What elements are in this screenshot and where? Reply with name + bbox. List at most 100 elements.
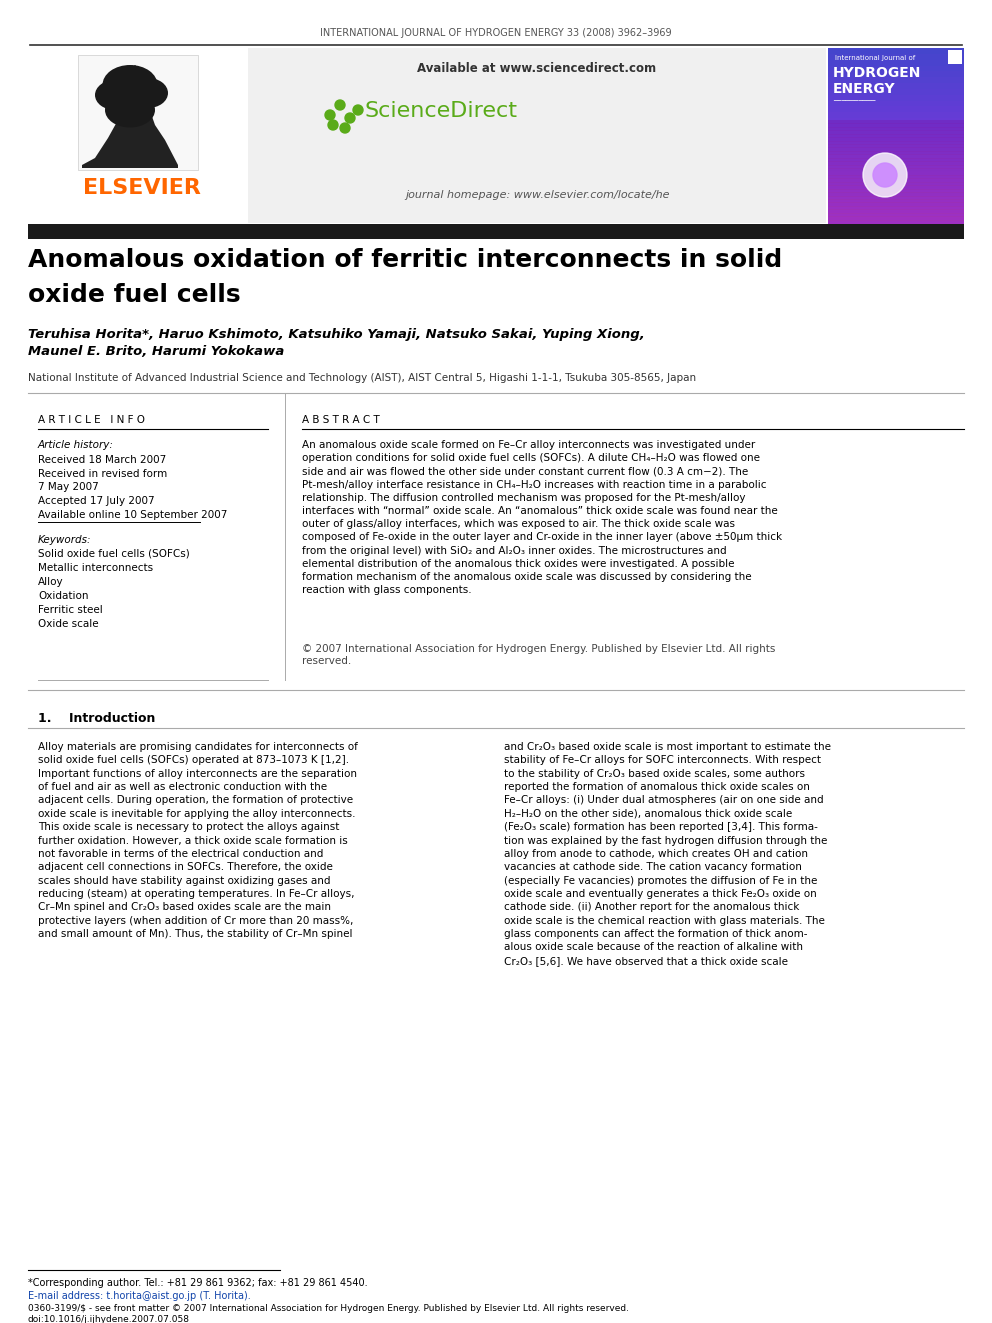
Bar bbox=[28, 224, 964, 239]
Bar bbox=[828, 71, 964, 78]
Bar bbox=[828, 185, 964, 189]
Circle shape bbox=[345, 112, 355, 123]
Text: Keywords:: Keywords: bbox=[38, 534, 91, 545]
Text: ──────────: ────────── bbox=[833, 98, 876, 105]
Bar bbox=[948, 50, 962, 64]
Text: Received in revised form: Received in revised form bbox=[38, 468, 168, 479]
Text: Article history:: Article history: bbox=[38, 441, 114, 450]
Bar bbox=[828, 123, 964, 128]
Bar bbox=[828, 66, 964, 73]
Bar bbox=[828, 95, 964, 102]
Text: 1.    Introduction: 1. Introduction bbox=[38, 712, 156, 725]
Bar bbox=[828, 89, 964, 95]
Bar bbox=[828, 161, 964, 165]
Circle shape bbox=[335, 101, 345, 110]
Text: 7 May 2007: 7 May 2007 bbox=[38, 482, 99, 492]
Text: Metallic interconnects: Metallic interconnects bbox=[38, 564, 153, 573]
Bar bbox=[828, 192, 964, 197]
Bar bbox=[828, 135, 964, 143]
Bar bbox=[28, 48, 246, 224]
Bar bbox=[828, 202, 964, 206]
Ellipse shape bbox=[105, 93, 155, 127]
Polygon shape bbox=[105, 65, 135, 95]
Ellipse shape bbox=[95, 79, 135, 110]
Bar bbox=[828, 168, 964, 172]
Bar bbox=[828, 157, 964, 163]
Bar bbox=[78, 56, 198, 169]
Bar bbox=[828, 188, 964, 194]
Text: National Institute of Advanced Industrial Science and Technology (AIST), AIST Ce: National Institute of Advanced Industria… bbox=[28, 373, 696, 382]
Text: doi:10.1016/j.ijhydene.2007.07.058: doi:10.1016/j.ijhydene.2007.07.058 bbox=[28, 1315, 190, 1323]
Bar bbox=[828, 179, 964, 183]
Bar bbox=[828, 176, 964, 183]
Bar bbox=[828, 147, 964, 153]
Bar bbox=[828, 48, 964, 54]
Text: Alloy materials are promising candidates for interconnects of
solid oxide fuel c: Alloy materials are promising candidates… bbox=[38, 742, 358, 939]
Bar bbox=[828, 118, 964, 124]
Circle shape bbox=[328, 120, 338, 130]
Bar bbox=[828, 147, 964, 152]
Bar bbox=[828, 217, 964, 224]
Circle shape bbox=[340, 123, 350, 134]
Text: Teruhisa Horita*, Haruo Kshimoto, Katsuhiko Yamaji, Natsuko Sakai, Yuping Xiong,: Teruhisa Horita*, Haruo Kshimoto, Katsuh… bbox=[28, 328, 645, 359]
Text: HYDROGEN: HYDROGEN bbox=[833, 66, 922, 79]
Bar bbox=[828, 124, 964, 131]
Bar bbox=[828, 140, 964, 146]
Bar bbox=[828, 77, 964, 83]
Text: Accepted 17 July 2007: Accepted 17 July 2007 bbox=[38, 496, 155, 505]
Text: Ferritic steel: Ferritic steel bbox=[38, 605, 103, 615]
Bar bbox=[828, 112, 964, 119]
Bar bbox=[828, 171, 964, 177]
Text: Solid oxide fuel cells (SOFCs): Solid oxide fuel cells (SOFCs) bbox=[38, 549, 189, 560]
Text: ScienceDirect: ScienceDirect bbox=[365, 101, 518, 120]
Bar bbox=[828, 151, 964, 155]
Ellipse shape bbox=[102, 65, 158, 105]
Circle shape bbox=[325, 110, 335, 120]
Bar bbox=[828, 220, 964, 224]
Text: International Journal of: International Journal of bbox=[835, 56, 916, 61]
Bar bbox=[828, 172, 964, 176]
Text: journal homepage: www.elsevier.com/locate/he: journal homepage: www.elsevier.com/locat… bbox=[405, 191, 670, 200]
Bar bbox=[828, 130, 964, 136]
Text: and Cr₂O₃ based oxide scale is most important to estimate the
stability of Fe–Cr: and Cr₂O₃ based oxide scale is most impo… bbox=[504, 742, 831, 966]
Text: Available at www.sciencedirect.com: Available at www.sciencedirect.com bbox=[418, 62, 657, 75]
Bar bbox=[828, 164, 964, 172]
Bar bbox=[828, 198, 964, 204]
Text: E-mail address: t.horita@aist.go.jp (T. Horita).: E-mail address: t.horita@aist.go.jp (T. … bbox=[28, 1291, 251, 1301]
Text: Anomalous oxidation of ferritic interconnects in solid: Anomalous oxidation of ferritic intercon… bbox=[28, 247, 783, 273]
Bar bbox=[828, 159, 964, 165]
Circle shape bbox=[863, 153, 907, 197]
Circle shape bbox=[353, 105, 363, 115]
Bar bbox=[828, 183, 964, 189]
Bar bbox=[828, 205, 964, 212]
Text: Alloy: Alloy bbox=[38, 577, 63, 587]
Bar bbox=[828, 200, 964, 206]
Bar bbox=[828, 196, 964, 200]
Bar bbox=[828, 60, 964, 66]
Bar bbox=[828, 189, 964, 193]
Bar bbox=[828, 144, 964, 148]
Bar bbox=[828, 175, 964, 180]
Text: A R T I C L E   I N F O: A R T I C L E I N F O bbox=[38, 415, 145, 425]
Bar bbox=[828, 130, 964, 135]
Bar bbox=[828, 54, 964, 61]
Bar bbox=[828, 212, 964, 218]
Bar bbox=[828, 213, 964, 217]
Bar bbox=[828, 142, 964, 148]
Text: oxide fuel cells: oxide fuel cells bbox=[28, 283, 241, 307]
Bar bbox=[828, 106, 964, 114]
Polygon shape bbox=[82, 65, 178, 168]
Text: INTERNATIONAL JOURNAL OF HYDROGEN ENERGY 33 (2008) 3962–3969: INTERNATIONAL JOURNAL OF HYDROGEN ENERGY… bbox=[320, 28, 672, 38]
Bar bbox=[828, 209, 964, 214]
Text: Received 18 March 2007: Received 18 March 2007 bbox=[38, 455, 167, 464]
Bar bbox=[828, 83, 964, 90]
Text: A B S T R A C T: A B S T R A C T bbox=[302, 415, 380, 425]
Text: An anomalous oxide scale formed on Fe–Cr alloy interconnects was investigated un: An anomalous oxide scale formed on Fe–Cr… bbox=[302, 441, 782, 595]
Bar bbox=[828, 194, 964, 201]
Text: 0360-3199/$ - see front matter © 2007 International Association for Hydrogen Ene: 0360-3199/$ - see front matter © 2007 In… bbox=[28, 1304, 629, 1312]
Bar bbox=[828, 101, 964, 107]
Polygon shape bbox=[135, 65, 165, 93]
Bar bbox=[248, 48, 826, 224]
Text: Available online 10 September 2007: Available online 10 September 2007 bbox=[38, 509, 227, 520]
Bar bbox=[828, 134, 964, 138]
